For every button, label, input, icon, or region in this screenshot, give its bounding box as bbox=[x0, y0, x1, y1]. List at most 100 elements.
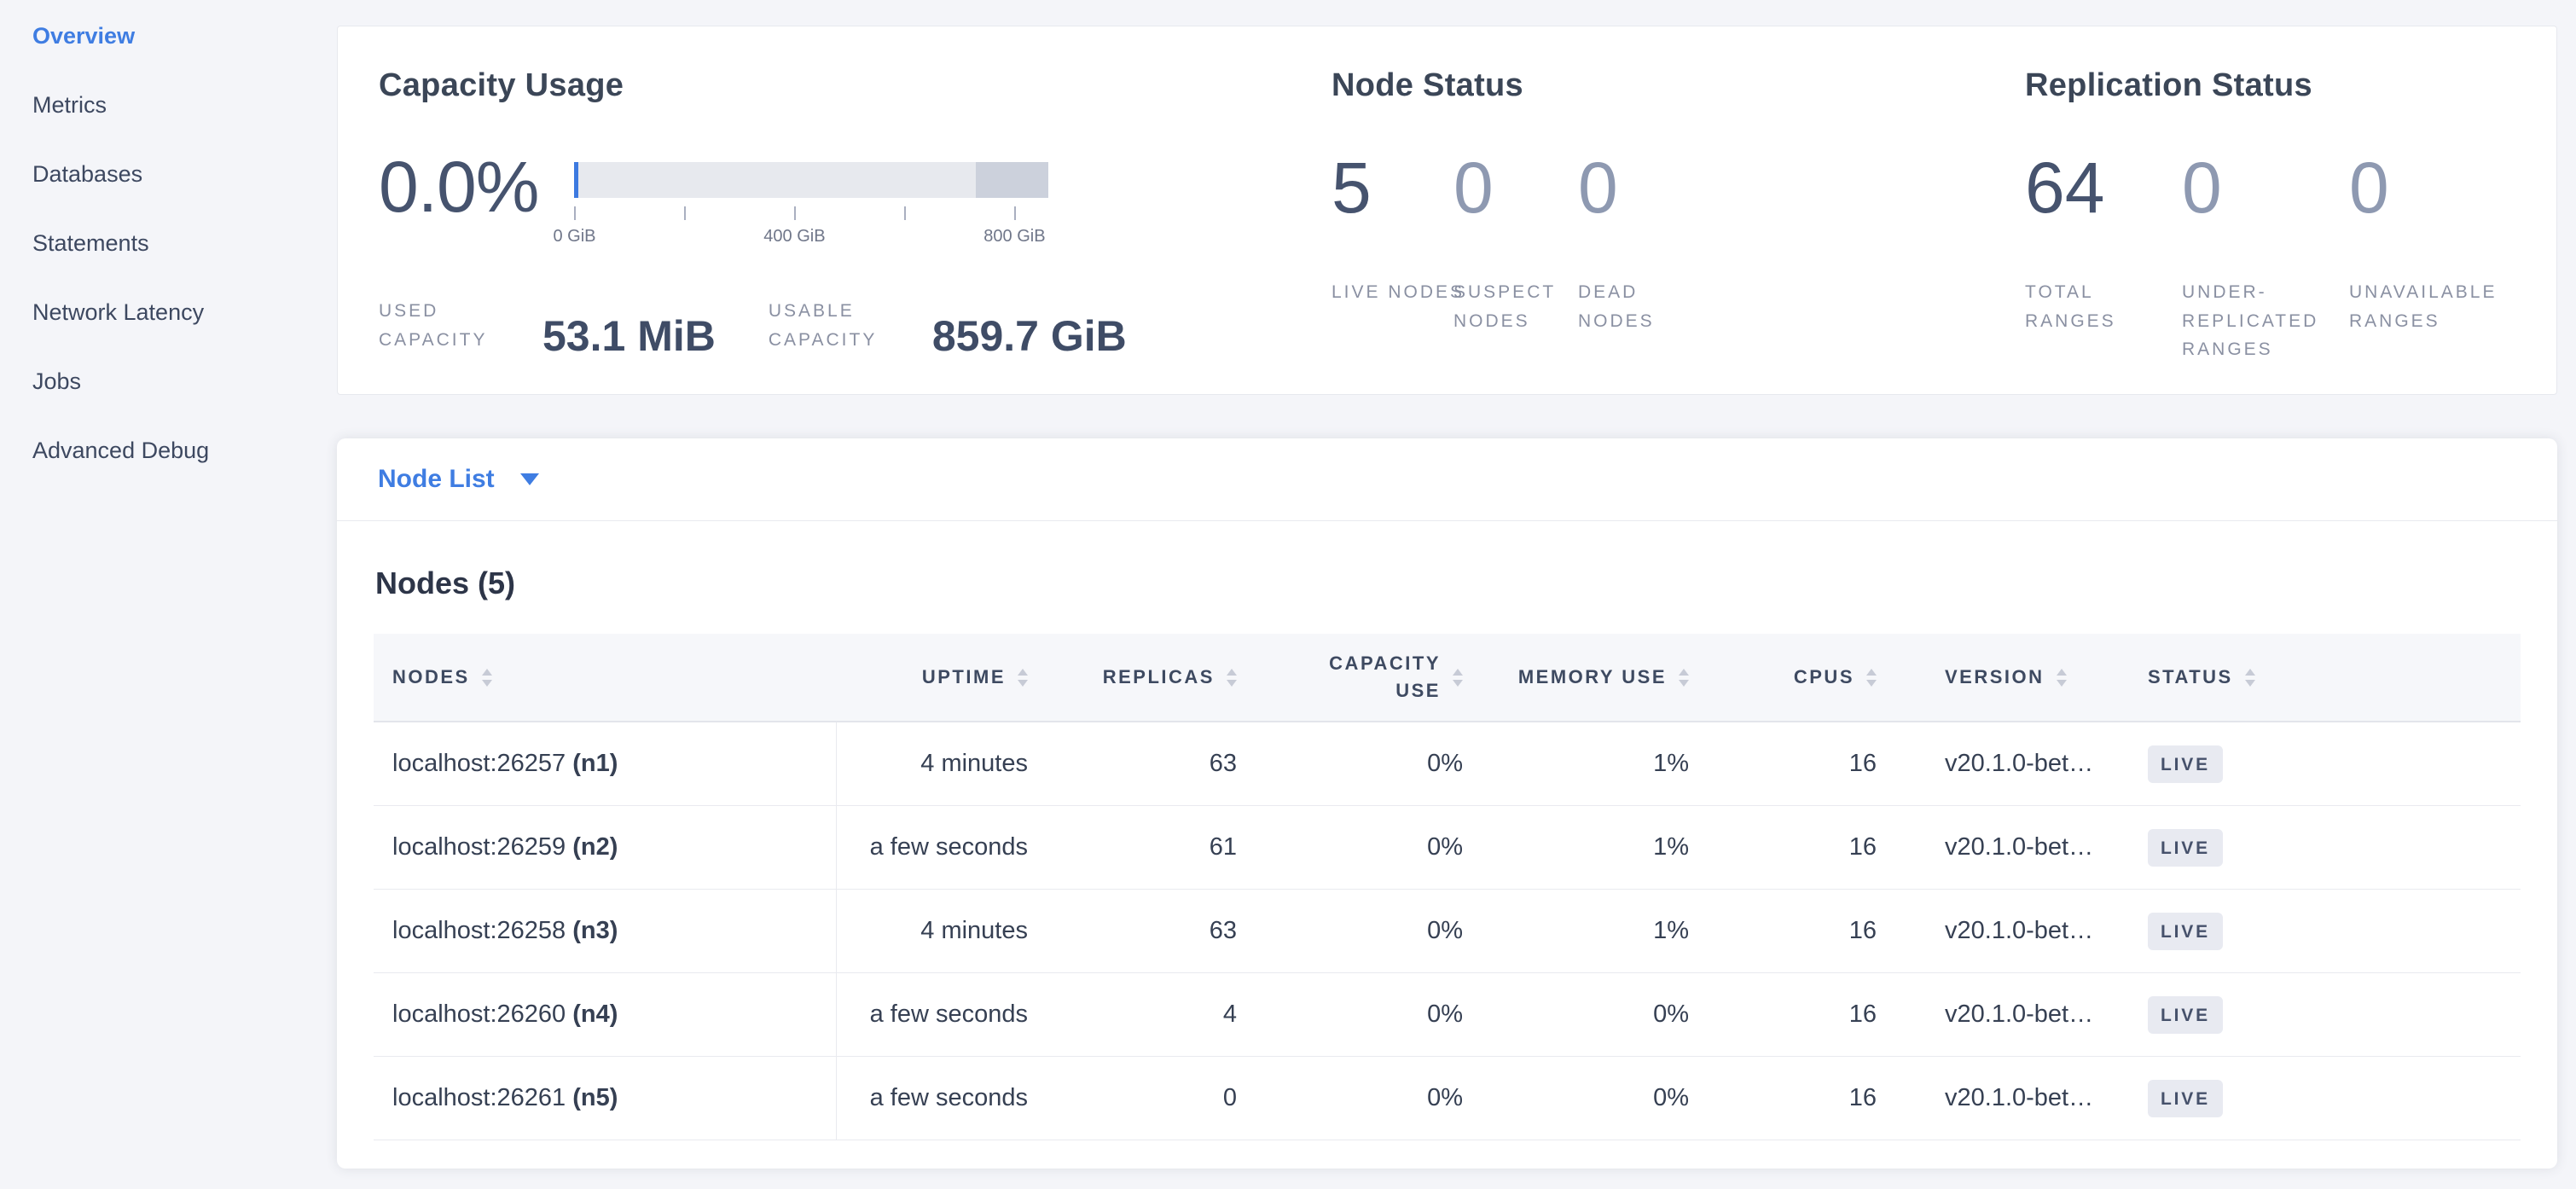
usable-capacity-label: USABLE CAPACITY bbox=[768, 301, 878, 350]
column-header-status[interactable]: STATUS bbox=[2139, 634, 2521, 721]
view-selector-dropdown[interactable]: Node List bbox=[337, 438, 2557, 521]
node-address-link[interactable]: localhost:26260 (n4) bbox=[392, 1000, 618, 1028]
node-list-card: Node List Nodes (5) NODES UPTIME REPLICA… bbox=[337, 438, 2557, 1169]
used-capacity-stat: USED CAPACITY 53.1 MiB bbox=[379, 297, 716, 361]
sidebar: Overview Metrics Databases Statements Ne… bbox=[0, 0, 337, 1189]
column-header-cpus[interactable]: CPUS bbox=[1710, 634, 1898, 721]
capacity-use-cell: 0% bbox=[1427, 1084, 1463, 1111]
suspect-nodes-label: SUSPECT NODES bbox=[1453, 282, 1556, 331]
axis-tick-label: 0 GiB bbox=[553, 227, 596, 246]
cpus-cell: 16 bbox=[1848, 750, 1877, 777]
sort-icon bbox=[481, 668, 492, 687]
node-status-section: Node Status 5 0 0 LIVE NODES SUSPECT NOD… bbox=[1332, 67, 2025, 394]
used-capacity-label: USED CAPACITY bbox=[379, 301, 488, 350]
under-replicated-ranges-count: 0 bbox=[2182, 148, 2222, 228]
status-cell: LIVE bbox=[2139, 722, 2521, 805]
node-address-link[interactable]: localhost:26259 (n2) bbox=[392, 833, 618, 861]
capacity-usage-section: Capacity Usage 0.0% 0 GiB 400 GiB 800 GiB … bbox=[379, 67, 1332, 394]
cpus-cell: 16 bbox=[1848, 1000, 1877, 1028]
replication-status-title: Replication Status bbox=[2025, 67, 2312, 103]
axis-tick bbox=[794, 206, 797, 220]
status-badge: LIVE bbox=[2148, 828, 2223, 867]
column-header-version[interactable]: VERSION bbox=[1898, 634, 2139, 721]
cpus-cell: 16 bbox=[1848, 917, 1877, 944]
node-address-link[interactable]: localhost:26261 (n5) bbox=[392, 1084, 618, 1111]
capacity-used-percent: 0.0% bbox=[379, 147, 539, 227]
used-capacity-value: 53.1 MiB bbox=[542, 312, 716, 361]
sort-icon bbox=[1866, 668, 1877, 687]
live-nodes-label: LIVE NODES bbox=[1332, 282, 1465, 302]
uptime-cell: a few seconds bbox=[869, 833, 1028, 861]
column-header-replicas[interactable]: REPLICAS bbox=[1049, 634, 1258, 721]
axis-tick-label: 800 GiB bbox=[983, 227, 1046, 246]
dead-nodes-label: DEAD NODES bbox=[1578, 282, 1655, 331]
capacity-gauge-used-segment bbox=[574, 162, 579, 198]
cpus-cell: 16 bbox=[1848, 1084, 1877, 1111]
total-ranges-count: 64 bbox=[2025, 148, 2105, 228]
memory-use-cell: 1% bbox=[1653, 917, 1689, 944]
version-cell: v20.1.0-bet… bbox=[1945, 833, 2094, 861]
uptime-cell: 4 minutes bbox=[920, 750, 1028, 777]
under-replicated-ranges-label: UNDER-REPLICATED RANGES bbox=[2182, 282, 2319, 360]
unavailable-ranges-label: UNAVAILABLE RANGES bbox=[2349, 282, 2498, 331]
uptime-cell: a few seconds bbox=[869, 1000, 1028, 1028]
nodes-table-title: Nodes (5) bbox=[375, 566, 516, 600]
status-cell: LIVE bbox=[2139, 806, 2521, 889]
column-header-nodes[interactable]: NODES bbox=[374, 634, 837, 721]
sidebar-item-databases[interactable]: Databases bbox=[32, 161, 143, 187]
capacity-gauge: 0 GiB 400 GiB 800 GiB bbox=[553, 162, 1049, 249]
main-content: Capacity Usage 0.0% 0 GiB 400 GiB 800 GiB … bbox=[337, 0, 2557, 1169]
capacity-use-cell: 0% bbox=[1427, 917, 1463, 944]
node-address-link[interactable]: localhost:26258 (n3) bbox=[392, 917, 618, 944]
memory-use-cell: 1% bbox=[1653, 833, 1689, 861]
capacity-use-cell: 0% bbox=[1427, 750, 1463, 777]
version-cell: v20.1.0-bet… bbox=[1945, 750, 2094, 777]
capacity-gauge-other-segment bbox=[975, 162, 1049, 198]
replicas-cell: 4 bbox=[1222, 1000, 1237, 1028]
nodes-table-body: localhost:26257 (n1) 4 minutes 63 0% 1% … bbox=[374, 722, 2521, 1140]
table-row: localhost:26259 (n2) a few seconds 61 0%… bbox=[374, 806, 2521, 890]
usable-capacity-value: 859.7 GiB bbox=[931, 312, 1127, 361]
sidebar-item-statements[interactable]: Statements bbox=[32, 230, 149, 256]
sort-icon bbox=[1679, 668, 1689, 687]
uptime-cell: 4 minutes bbox=[920, 917, 1028, 944]
status-badge: LIVE bbox=[2148, 995, 2223, 1034]
status-cell: LIVE bbox=[2139, 890, 2521, 972]
table-row: localhost:26260 (n4) a few seconds 4 0% … bbox=[374, 973, 2521, 1057]
node-address-link[interactable]: localhost:26257 (n1) bbox=[392, 750, 618, 777]
column-header-capacity-use[interactable]: CAPACITY USE bbox=[1258, 634, 1484, 721]
replicas-cell: 61 bbox=[1209, 833, 1237, 861]
column-header-uptime[interactable]: UPTIME bbox=[837, 634, 1049, 721]
capacity-gauge-bar bbox=[574, 162, 1049, 198]
replicas-cell: 63 bbox=[1209, 917, 1237, 944]
status-cell: LIVE bbox=[2139, 1057, 2521, 1140]
replication-status-section: Replication Status 64 0 0 TOTAL RANGES U… bbox=[2025, 67, 2556, 394]
status-badge: LIVE bbox=[2148, 912, 2223, 950]
suspect-nodes-count: 0 bbox=[1453, 148, 1494, 228]
sidebar-item-advanced-debug[interactable]: Advanced Debug bbox=[32, 438, 210, 463]
capacity-use-cell: 0% bbox=[1427, 1000, 1463, 1028]
memory-use-cell: 1% bbox=[1653, 750, 1689, 777]
axis-tick bbox=[684, 206, 687, 220]
status-badge: LIVE bbox=[2148, 1079, 2223, 1117]
axis-tick bbox=[904, 206, 907, 220]
capacity-use-cell: 0% bbox=[1427, 833, 1463, 861]
replicas-cell: 63 bbox=[1209, 750, 1237, 777]
version-cell: v20.1.0-bet… bbox=[1945, 917, 2094, 944]
sidebar-item-overview[interactable]: Overview bbox=[32, 23, 136, 49]
table-row: localhost:26257 (n1) 4 minutes 63 0% 1% … bbox=[374, 722, 2521, 806]
sort-icon bbox=[2244, 668, 2255, 687]
view-selector-label: Node List bbox=[378, 465, 495, 493]
column-header-memory-use[interactable]: MEMORY USE bbox=[1484, 634, 1710, 721]
node-status-title: Node Status bbox=[1332, 67, 1523, 103]
capacity-axis-ticks bbox=[574, 206, 1048, 220]
sidebar-item-jobs[interactable]: Jobs bbox=[32, 368, 82, 394]
sidebar-item-metrics[interactable]: Metrics bbox=[32, 92, 107, 118]
table-row: localhost:26258 (n3) 4 minutes 63 0% 1% … bbox=[374, 890, 2521, 973]
sidebar-item-network-latency[interactable]: Network Latency bbox=[32, 299, 205, 325]
replicas-cell: 0 bbox=[1222, 1084, 1237, 1111]
dead-nodes-count: 0 bbox=[1578, 148, 1618, 228]
usable-capacity-stat: USABLE CAPACITY 859.7 GiB bbox=[768, 297, 1127, 361]
sort-icon bbox=[1453, 668, 1463, 687]
live-nodes-count: 5 bbox=[1332, 148, 1372, 228]
